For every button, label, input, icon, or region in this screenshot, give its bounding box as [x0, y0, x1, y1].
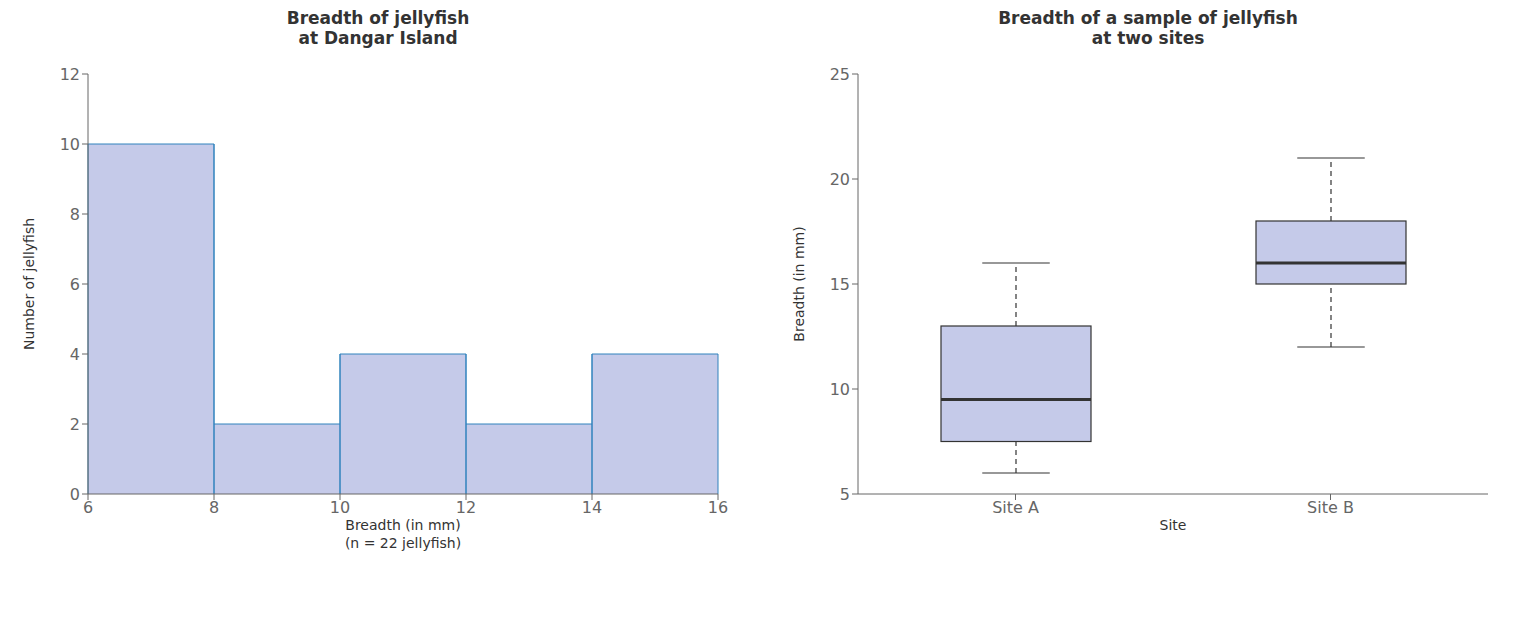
svg-text:12: 12: [60, 65, 80, 84]
svg-text:Breadth (in mm): Breadth (in mm): [791, 226, 807, 341]
svg-text:5: 5: [840, 485, 850, 504]
svg-text:20: 20: [830, 170, 850, 189]
svg-text:25: 25: [830, 65, 850, 84]
svg-text:12: 12: [456, 498, 476, 517]
svg-text:10: 10: [830, 380, 850, 399]
svg-text:Site: Site: [1160, 517, 1187, 533]
svg-text:0: 0: [70, 485, 80, 504]
svg-text:2: 2: [70, 415, 80, 434]
html-text:Breadth of jellyfish at Dangar: Breadth of jellyfish at Dangar Island: [286, 8, 470, 48]
svg-text:10: 10: [60, 135, 80, 154]
svg-text:8: 8: [209, 498, 219, 517]
svg-text:16: 16: [708, 498, 728, 517]
svg-text:4: 4: [70, 345, 80, 364]
svg-text:Site A: Site A: [992, 498, 1039, 517]
svg-text:Breadth (in mm)(n = 22 jellyfi: Breadth (in mm)(n = 22 jellyfish): [345, 517, 461, 551]
html-text:Breadth of a sample of jellyfi: Breadth of a sample of jellyfish at two …: [998, 8, 1298, 48]
svg-text:8: 8: [70, 205, 80, 224]
svg-text:6: 6: [70, 275, 80, 294]
svg-text:6: 6: [83, 498, 93, 517]
svg-text:Number of jellyfish: Number of jellyfish: [21, 218, 37, 350]
svg-text:Site B: Site B: [1307, 498, 1354, 517]
svg-text:14: 14: [582, 498, 602, 517]
svg-text:10: 10: [330, 498, 350, 517]
svg-text:15: 15: [830, 275, 850, 294]
